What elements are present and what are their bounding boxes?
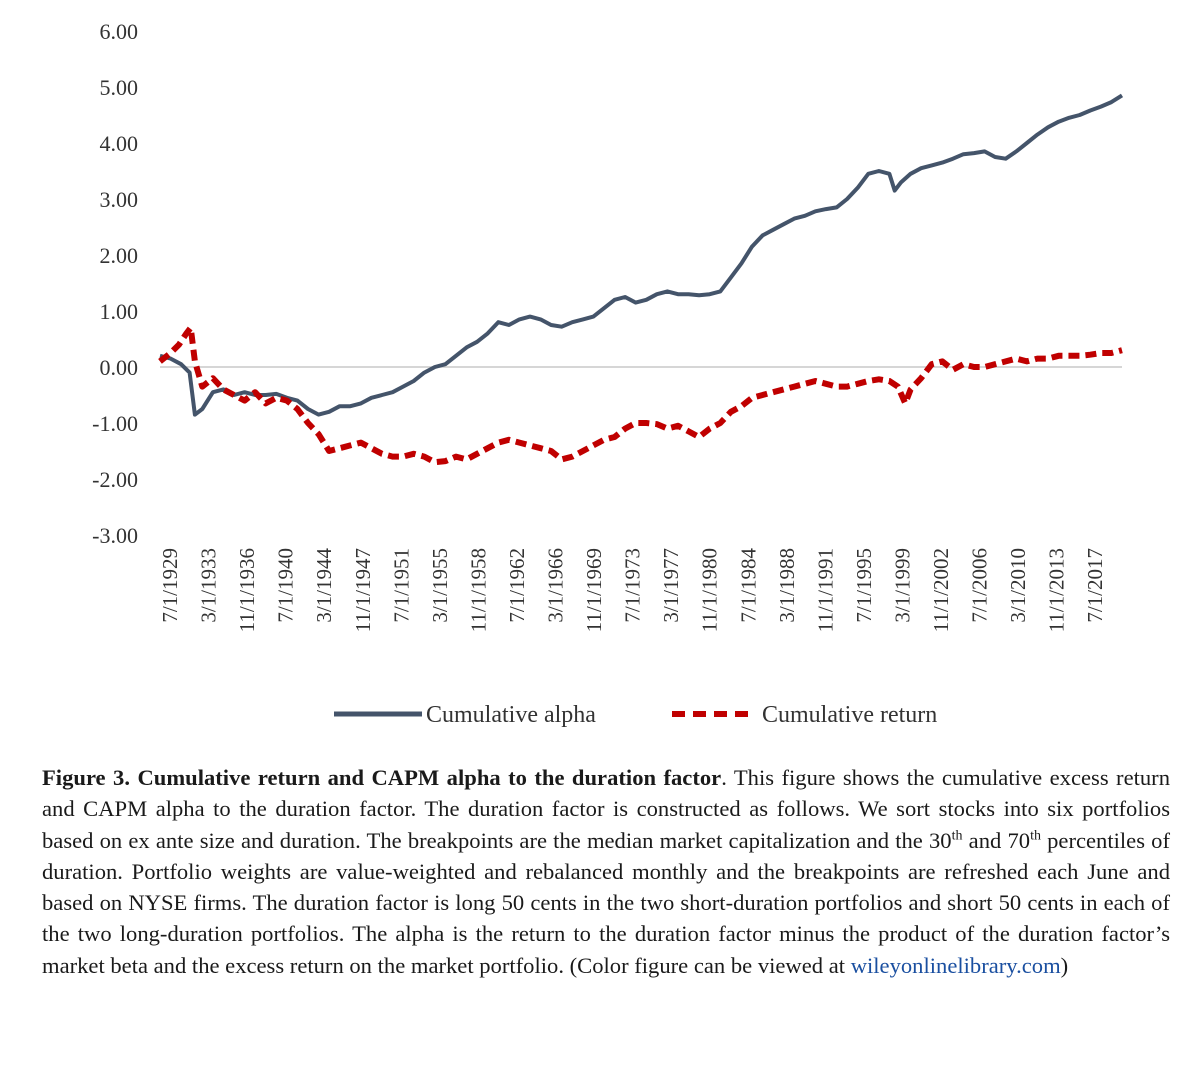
x-tick-label: 11/1/1991 xyxy=(813,548,837,632)
y-tick-label: 0.00 xyxy=(100,355,139,380)
series-line-cumulative-return xyxy=(158,324,1123,466)
x-tick-label: 3/1/1955 xyxy=(428,548,452,623)
x-tick-label: 7/1/1940 xyxy=(274,548,298,623)
x-tick-label: 11/1/2013 xyxy=(1045,548,1069,632)
x-tick-label: 11/1/1958 xyxy=(466,548,490,632)
x-tick-label: 7/1/1984 xyxy=(736,548,760,623)
y-tick-label: -2.00 xyxy=(92,467,138,492)
legend-label-alpha: Cumulative alpha xyxy=(426,702,596,728)
series-line-cumulative-alpha xyxy=(159,93,1124,417)
caption-text-4: ) xyxy=(1060,952,1069,978)
legend: Cumulative alpha Cumulative return xyxy=(334,702,937,728)
x-tick-label: 3/1/1999 xyxy=(890,548,914,623)
x-axis-ticks: 7/1/1929 3/1/1933 11/1/1936 7/1/1940 3/1/194… xyxy=(158,548,1107,633)
x-tick-label: 7/1/1995 xyxy=(852,548,876,623)
line-chart: 6.00 5.00 4.00 3.00 2.00 1.00 0.00 -1.00 -2.00 -3… xyxy=(92,19,1124,728)
caption-text-2: and 70 xyxy=(962,827,1031,853)
x-tick-label: 11/1/1980 xyxy=(698,548,722,632)
y-tick-label: 4.00 xyxy=(100,131,139,156)
y-tick-label: 5.00 xyxy=(100,75,139,100)
x-tick-label: 7/1/2017 xyxy=(1083,548,1107,623)
caption-text-1: . This figure shows the cumulative exces… xyxy=(42,765,1171,853)
x-tick-label: 7/1/1929 xyxy=(158,548,182,623)
y-tick-label: 6.00 xyxy=(100,19,139,44)
x-tick-label: 7/1/1951 xyxy=(389,548,413,623)
x-tick-label: 3/1/1988 xyxy=(775,548,799,623)
caption-label: Figure 3. xyxy=(42,765,130,790)
x-tick-label: 3/1/1944 xyxy=(312,548,336,623)
x-tick-label: 11/1/1947 xyxy=(351,548,375,632)
caption-title: Cumulative return and CAPM alpha to the … xyxy=(137,765,722,790)
legend-label-return: Cumulative return xyxy=(762,702,937,728)
x-tick-label: 7/1/1973 xyxy=(621,548,645,623)
x-tick-label: 3/1/1977 xyxy=(659,548,683,623)
y-tick-label: -3.00 xyxy=(92,523,138,548)
caption-text-3: percentiles of duration. Portfolio weigh… xyxy=(42,827,1170,978)
x-tick-label: 11/1/1936 xyxy=(235,548,259,632)
x-tick-label: 3/1/2010 xyxy=(1006,548,1030,623)
y-tick-label: 2.00 xyxy=(100,243,139,268)
x-tick-label: 3/1/1933 xyxy=(197,548,221,623)
y-axis-ticks: 6.00 5.00 4.00 3.00 2.00 1.00 0.00 -1.00 -2.00 -3… xyxy=(92,19,138,548)
y-tick-label: 1.00 xyxy=(100,299,139,324)
x-tick-label: 7/1/1962 xyxy=(505,548,529,623)
y-tick-label: 3.00 xyxy=(100,187,139,212)
figure-caption: Figure 3. Cumulative return and CAPM alp… xyxy=(42,762,1170,981)
caption-link[interactable]: wileyonlinelibrary.com xyxy=(850,952,1061,978)
caption-sup-2: th xyxy=(1030,828,1041,844)
x-tick-label: 7/1/2006 xyxy=(968,548,992,623)
y-tick-label: -1.00 xyxy=(92,411,138,436)
x-tick-label: 11/1/2002 xyxy=(929,548,953,632)
x-tick-label: 3/1/1966 xyxy=(544,548,568,623)
x-tick-label: 11/1/1969 xyxy=(582,548,606,632)
series-lines xyxy=(158,93,1124,466)
caption-sup-1: th xyxy=(951,828,963,844)
